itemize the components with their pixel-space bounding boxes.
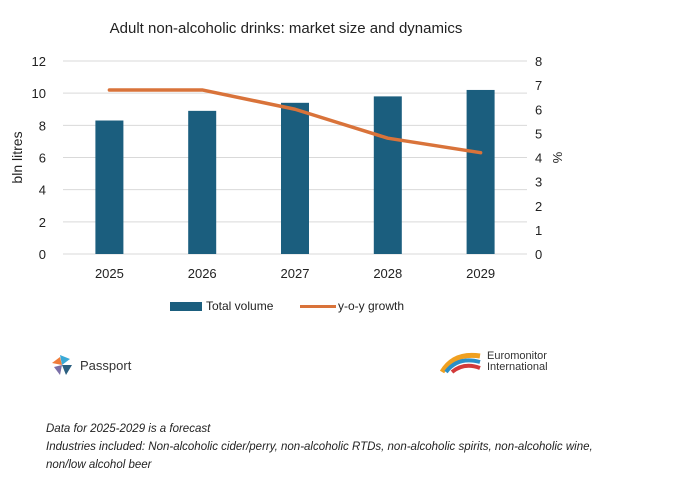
passport-icon [52, 355, 72, 375]
y-tick-label: 2 [39, 215, 46, 230]
x-tick-label: 2029 [466, 266, 495, 281]
x-tick-label: 2028 [373, 266, 402, 281]
y2-tick-label: 4 [535, 151, 542, 166]
y-axis-label: bln litres [9, 131, 25, 183]
y2-tick-label: 2 [535, 199, 542, 214]
bar-2027 [281, 102, 309, 254]
euromonitor-logo: Euromonitor International [440, 350, 548, 374]
legend-item-growth: y-o-y growth [300, 299, 404, 313]
note-industries-cont: non/low alcohol beer [46, 459, 152, 471]
bar-2026 [188, 110, 217, 254]
y2-tick-label: 0 [535, 247, 542, 262]
note-industries: Industries included: Non-alcoholic cider… [46, 441, 593, 453]
bar-2028 [373, 96, 402, 254]
y2-tick-label: 6 [535, 102, 542, 117]
y2-tick-label: 1 [535, 223, 542, 238]
note-forecast: Data for 2025-2029 is a forecast [46, 423, 211, 435]
legend-swatch-bar [170, 301, 202, 311]
y-tick-label: 8 [39, 118, 46, 133]
y2-tick-label: 7 [535, 78, 542, 93]
legend-swatch-line [300, 304, 336, 308]
passport-logo: Passport [50, 353, 131, 377]
y-tick-label: 12 [32, 54, 46, 69]
y-tick-label: 4 [39, 183, 46, 198]
logo-text: International [487, 361, 548, 373]
bar-2025 [95, 120, 124, 254]
x-tick-label: 2026 [188, 266, 217, 281]
legend-label: y-o-y growth [338, 299, 405, 313]
chart-title: Adult non-alcoholic drinks: market size … [109, 20, 463, 37]
y2-tick-label: 5 [535, 126, 542, 141]
logo-text: Euromonitor [487, 350, 547, 362]
y2-tick-label: 8 [535, 54, 542, 69]
y2-axis-label: % [550, 152, 565, 164]
y2-tick-label: 3 [535, 175, 542, 190]
bar-2029 [466, 89, 495, 254]
legend-item-total-volume: Total volume [170, 299, 273, 313]
y-tick-label: 6 [39, 151, 46, 166]
y-tick-label: 10 [32, 86, 46, 101]
legend-label: Total volume [206, 299, 274, 313]
y-tick-label: 0 [39, 247, 46, 262]
x-tick-label: 2025 [95, 266, 124, 281]
x-tick-label: 2027 [281, 266, 310, 281]
euromonitor-icon [440, 352, 481, 374]
